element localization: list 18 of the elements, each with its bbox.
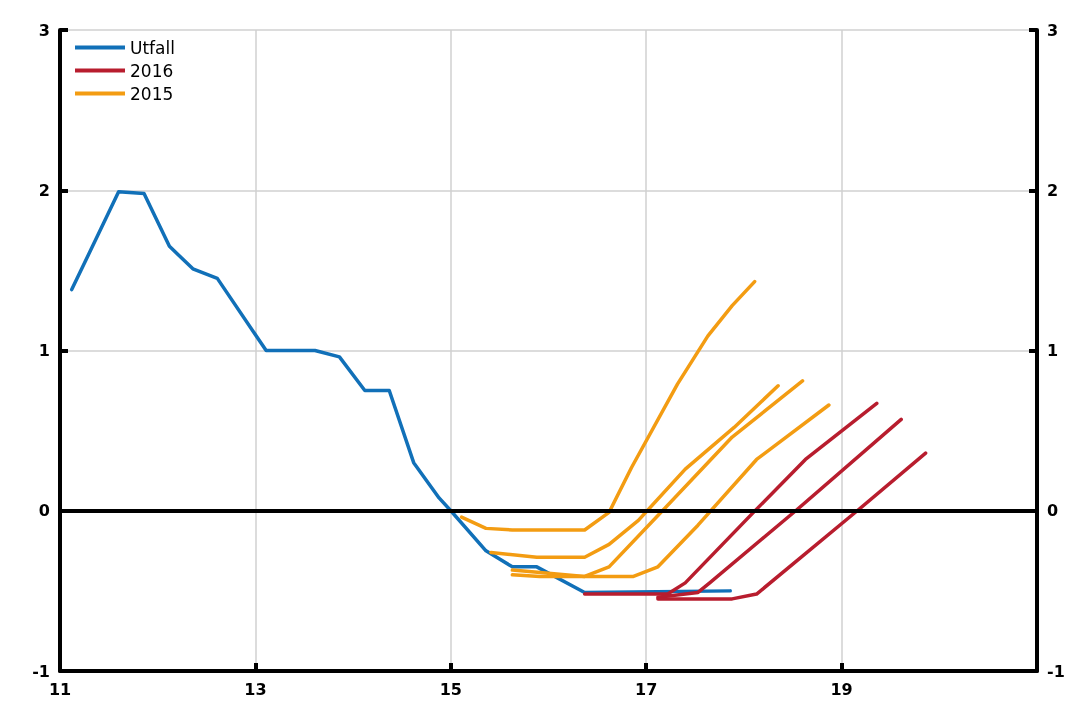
- y2-tick-label: 0: [1047, 501, 1059, 521]
- legend-label: Utfall: [130, 37, 175, 58]
- y-tick-label: -1: [32, 661, 50, 681]
- legend-label: 2015: [130, 83, 174, 104]
- legend-label: 2016: [130, 60, 174, 81]
- y2-tick-label: 3: [1047, 20, 1059, 40]
- x-tick-label: 11: [48, 679, 72, 699]
- y2-tick-label: -1: [1047, 661, 1065, 681]
- y-tick-label: 3: [38, 20, 50, 40]
- x-tick-label: 17: [635, 679, 658, 699]
- y2-tick-label: 2: [1047, 180, 1059, 200]
- y2-tick-label: 1: [1047, 341, 1059, 360]
- y-tick-label: 1: [38, 341, 50, 360]
- x-tick-label: 15: [439, 679, 462, 699]
- y-tick-label: 0: [38, 501, 50, 521]
- y-tick-label: 2: [38, 180, 50, 200]
- x-tick-label: 19: [830, 679, 853, 699]
- x-tick-label: 13: [244, 679, 267, 699]
